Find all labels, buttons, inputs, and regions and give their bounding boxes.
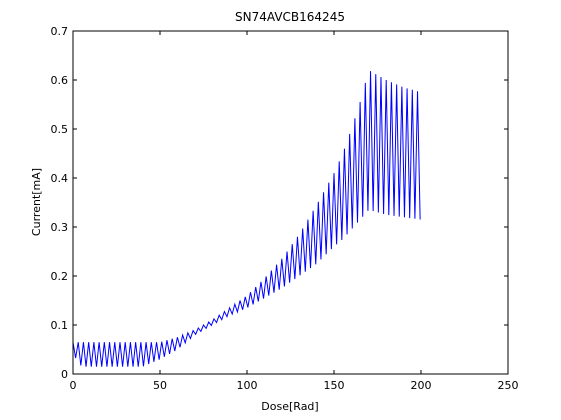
x-tick-label: 200 xyxy=(411,379,432,392)
y-tick-label: 0.2 xyxy=(51,270,69,283)
y-tick-label: 0.4 xyxy=(51,172,69,185)
x-tick-label: 150 xyxy=(324,379,345,392)
plot-frame xyxy=(72,30,509,375)
x-axis-label: Dose[Rad] xyxy=(261,400,318,413)
y-tick-label: 0.1 xyxy=(51,319,69,332)
y-tick-label: 0.7 xyxy=(51,25,69,38)
y-tick-label: 0.6 xyxy=(51,74,69,87)
y-axis-ticks: 0 0.1 0.2 0.3 0.4 0.5 0.6 0.7 xyxy=(51,25,508,381)
y-tick-label: 0.3 xyxy=(51,221,69,234)
x-tick-label: 0 xyxy=(70,379,77,392)
x-tick-label: 250 xyxy=(498,379,519,392)
chart-title: SN74AVCB164245 xyxy=(235,10,345,24)
y-axis-label: Current[mA] xyxy=(30,168,43,236)
series-line xyxy=(72,71,421,367)
x-tick-label: 50 xyxy=(153,379,167,392)
y-tick-label: 0 xyxy=(61,368,68,381)
y-tick-label: 0.5 xyxy=(51,123,69,136)
series-layer xyxy=(72,71,421,367)
plot-area-background xyxy=(73,31,508,374)
x-tick-label: 100 xyxy=(237,379,258,392)
x-axis-ticks: 0 50 100 150 200 250 xyxy=(70,31,519,392)
